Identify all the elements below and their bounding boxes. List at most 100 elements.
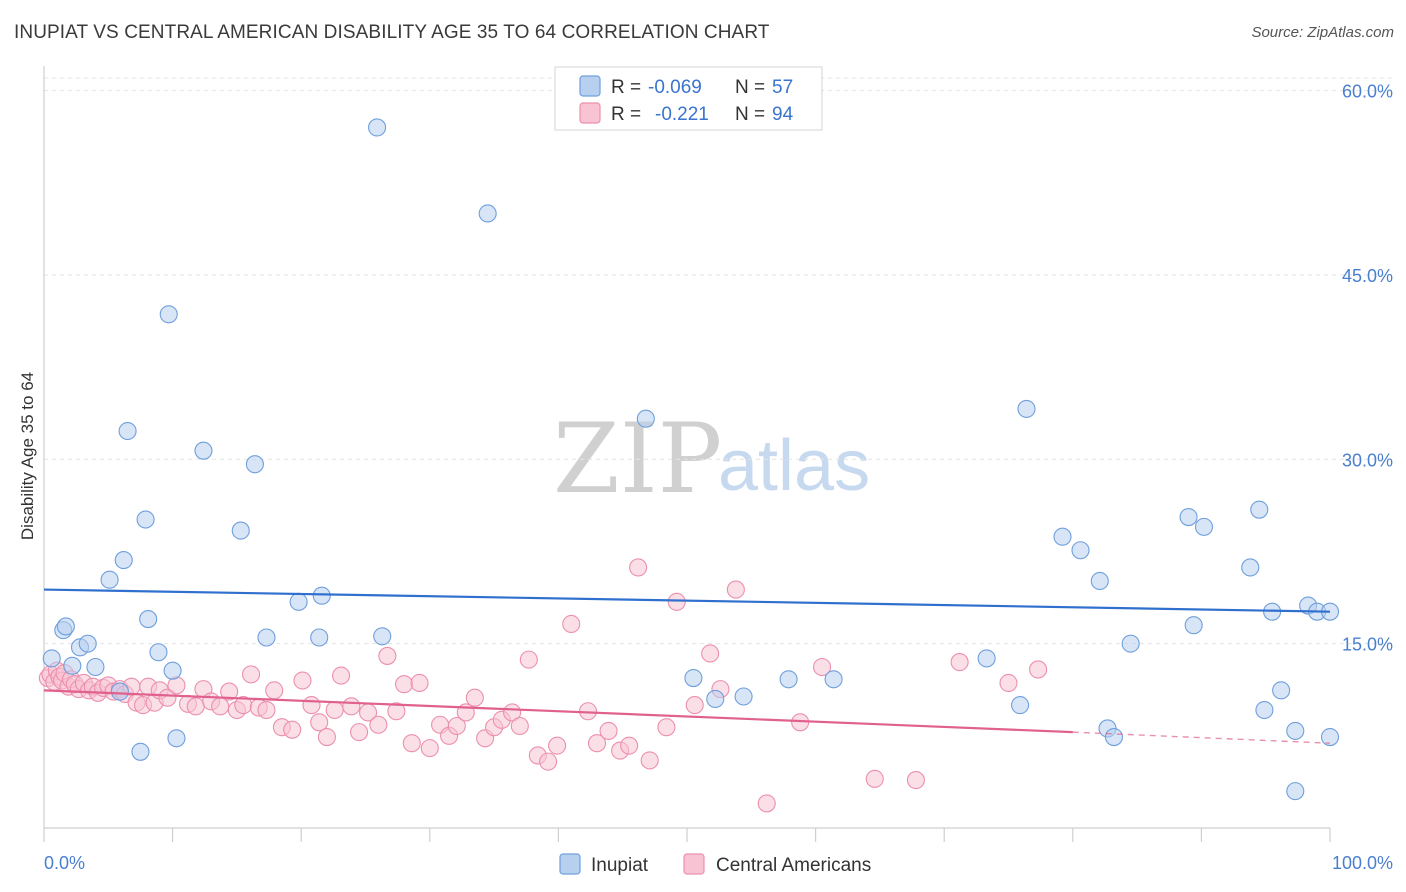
central-trend-line bbox=[43, 689, 1073, 734]
central-americans-point bbox=[548, 736, 567, 755]
inupiat-point bbox=[734, 687, 753, 706]
y-axis-label: Disability Age 35 to 64 bbox=[18, 372, 37, 540]
inupiat-n-value: 57 bbox=[772, 77, 793, 98]
inupiat-point bbox=[1017, 399, 1036, 418]
central-americans-point bbox=[812, 657, 832, 677]
central-americans-point bbox=[510, 716, 529, 736]
central-n-label: N = bbox=[735, 104, 765, 125]
inupiat-point bbox=[1071, 541, 1090, 560]
central-americans-point bbox=[447, 716, 466, 736]
y-tick-label: 60.0% bbox=[1342, 82, 1393, 102]
central-americans-point bbox=[369, 715, 388, 734]
inupiat-point bbox=[684, 669, 703, 688]
inupiat-point bbox=[1250, 500, 1269, 519]
inupiat-point bbox=[136, 510, 155, 529]
central-americans-point bbox=[342, 697, 361, 716]
central-americans-point bbox=[420, 739, 439, 758]
inupiat-r-value: -0.069 bbox=[648, 77, 702, 98]
inupiat-point bbox=[1255, 700, 1274, 720]
central-trend-extension bbox=[1072, 731, 1331, 744]
y-tick-label: 30.0% bbox=[1342, 450, 1393, 470]
central-americans-point bbox=[220, 682, 239, 701]
inupiat-series-swatch bbox=[559, 853, 581, 875]
central-americans-point bbox=[906, 771, 925, 790]
central-americans-points bbox=[38, 558, 1048, 813]
central-americans-point bbox=[283, 720, 302, 739]
inupiat-point bbox=[312, 586, 331, 605]
central-series-swatch bbox=[683, 853, 705, 875]
central-americans-point bbox=[562, 614, 581, 634]
inupiat-point bbox=[159, 305, 178, 324]
central-n-value: 94 bbox=[772, 104, 794, 125]
series-legend: Inupiat Central Americans bbox=[559, 853, 871, 876]
inupiat-point bbox=[231, 521, 250, 540]
inupiat-point bbox=[373, 627, 392, 646]
inupiat-point bbox=[977, 649, 996, 668]
inupiat-point bbox=[310, 628, 329, 647]
inupiat-trend-line bbox=[43, 588, 1331, 613]
inupiat-point bbox=[194, 441, 213, 460]
y-axis-tick-labels: 15.0% 30.0% 45.0% 60.0% bbox=[1342, 82, 1393, 655]
inupiat-legend-swatch bbox=[579, 75, 601, 97]
central-americans-point bbox=[701, 644, 720, 663]
inupiat-point bbox=[478, 204, 497, 223]
central-americans-point bbox=[302, 696, 321, 715]
inupiat-point bbox=[245, 455, 264, 474]
central-americans-point bbox=[310, 713, 329, 732]
central-americans-point bbox=[657, 718, 676, 737]
central-americans-point bbox=[332, 666, 351, 685]
inupiat-point bbox=[1121, 634, 1140, 653]
central-americans-point bbox=[599, 721, 618, 740]
central-series-label: Central Americans bbox=[716, 855, 871, 876]
trend-lines bbox=[43, 588, 1331, 744]
inupiat-point bbox=[1053, 527, 1072, 546]
central-americans-point bbox=[241, 665, 261, 684]
chart-title: INUPIAT VS CENTRAL AMERICAN DISABILITY A… bbox=[14, 22, 770, 43]
central-americans-point bbox=[410, 673, 429, 693]
inupiat-r-label: R = bbox=[611, 77, 641, 98]
inupiat-point bbox=[100, 570, 119, 589]
central-americans-point bbox=[465, 688, 484, 707]
inupiat-point bbox=[110, 682, 129, 701]
inupiat-point bbox=[1241, 558, 1260, 577]
x-axis-ticks bbox=[43, 828, 1331, 842]
central-americans-point bbox=[999, 673, 1018, 693]
central-americans-point bbox=[865, 769, 884, 788]
inupiat-point bbox=[131, 742, 150, 761]
central-americans-point bbox=[317, 728, 336, 747]
central-americans-point bbox=[350, 723, 369, 742]
central-americans-point bbox=[1029, 660, 1048, 679]
inupiat-point bbox=[78, 634, 97, 653]
stats-legend: R = -0.069 N = 57 R = -0.221 N = 94 bbox=[554, 66, 823, 131]
y-tick-label: 45.0% bbox=[1342, 266, 1393, 286]
central-americans-point bbox=[539, 752, 558, 771]
central-americans-point bbox=[757, 794, 776, 813]
central-americans-point bbox=[685, 696, 704, 715]
central-americans-point bbox=[158, 688, 177, 707]
central-americans-point bbox=[950, 653, 969, 672]
central-americans-point bbox=[402, 734, 421, 753]
source-label: Source: ZipAtlas.com bbox=[1251, 24, 1394, 41]
inupiat-point bbox=[1286, 721, 1305, 740]
inupiat-n-label: N = bbox=[735, 77, 765, 98]
inupiat-point bbox=[86, 657, 105, 677]
inupiat-point bbox=[257, 628, 276, 647]
central-americans-point bbox=[211, 697, 230, 716]
inupiat-point bbox=[1272, 681, 1291, 700]
x-tick-label-min: 0.0% bbox=[44, 853, 85, 873]
inupiat-point bbox=[42, 649, 61, 668]
central-americans-point bbox=[265, 681, 284, 700]
inupiat-point bbox=[149, 643, 168, 662]
central-americans-point bbox=[387, 702, 406, 721]
inupiat-point bbox=[163, 661, 182, 680]
central-americans-point bbox=[620, 736, 639, 755]
central-americans-point bbox=[726, 580, 745, 599]
inupiat-point bbox=[1194, 517, 1214, 536]
inupiat-point bbox=[1184, 616, 1203, 635]
inupiat-point bbox=[118, 421, 137, 441]
central-americans-point bbox=[186, 697, 205, 716]
central-legend-swatch bbox=[579, 102, 601, 124]
inupiat-point bbox=[63, 656, 82, 675]
inupiat-point bbox=[289, 592, 308, 611]
